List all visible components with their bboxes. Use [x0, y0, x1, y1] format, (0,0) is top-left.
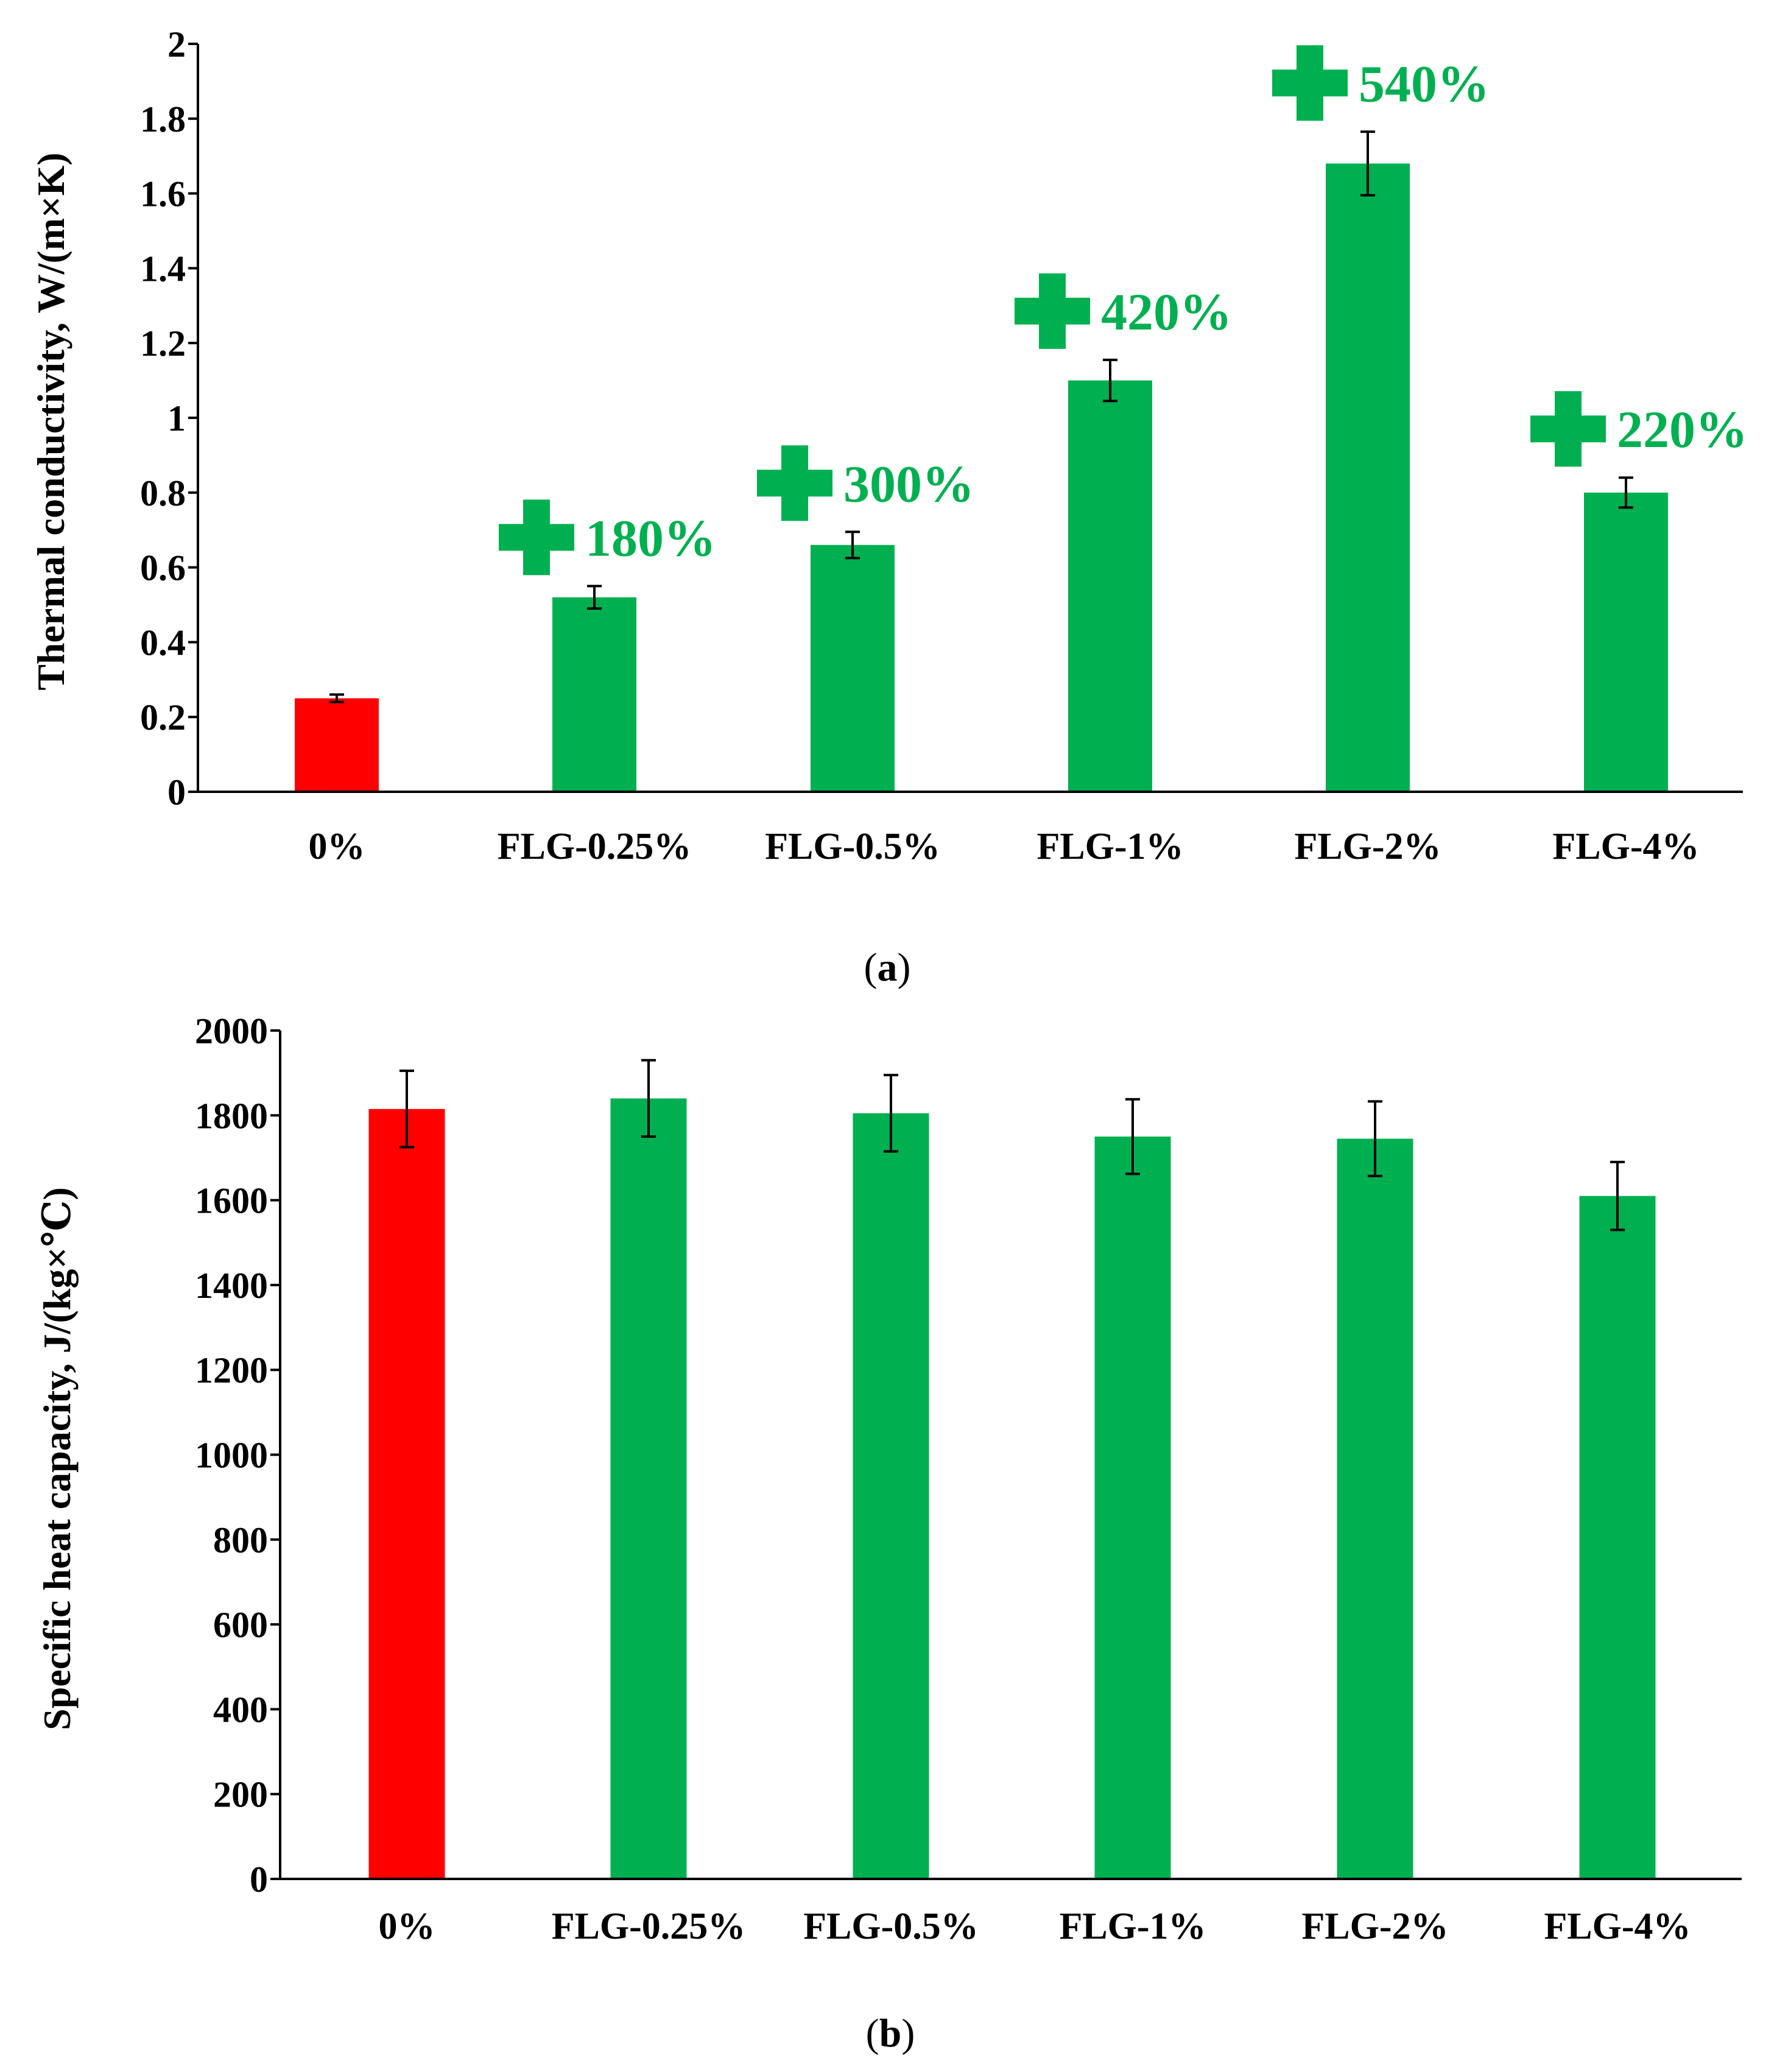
plus-icon — [499, 524, 574, 551]
x-category-label: FLG-4% — [1544, 1906, 1691, 1947]
increase-annotation: 540% — [1272, 45, 1490, 121]
increase-percent-label: 420% — [1101, 283, 1232, 341]
x-category-label: FLG-2% — [1301, 1906, 1448, 1947]
panel-label: (b) — [866, 2011, 915, 2056]
x-category-label: 0% — [379, 1906, 435, 1947]
plus-icon — [757, 470, 832, 497]
bar — [1068, 380, 1152, 792]
y-tick-label: 400 — [213, 1690, 268, 1730]
y-tick-label: 1000 — [195, 1436, 268, 1476]
y-tick-label: 1 — [167, 398, 186, 439]
panel-letter: a — [878, 945, 898, 990]
bar — [853, 1113, 929, 1879]
y-tick-label: 0.8 — [140, 473, 186, 513]
y-tick-label: 1.4 — [140, 248, 186, 289]
x-category-label: FLG-0.5% — [803, 1906, 979, 1947]
bar — [811, 544, 895, 792]
y-tick-label: 0.2 — [140, 697, 186, 738]
bar — [368, 1108, 445, 1879]
plus-icon — [1272, 69, 1348, 97]
y-tick-label: 1.2 — [140, 323, 186, 364]
y-tick-label: 0.4 — [140, 622, 186, 663]
x-category-label: FLG-0.25% — [552, 1906, 746, 1947]
y-tick-label: 2000 — [195, 1011, 268, 1051]
increase-percent-label: 540% — [1359, 54, 1490, 113]
bar — [610, 1098, 687, 1879]
increase-annotation: 180% — [499, 499, 716, 576]
x-category-label: FLG-4% — [1552, 826, 1699, 867]
increase-percent-label: 300% — [843, 454, 974, 513]
y-tick-label: 1600 — [195, 1181, 268, 1221]
y-tick-label: 1.8 — [140, 99, 186, 139]
increase-annotation: 300% — [757, 445, 974, 521]
y-axis-title: Thermal conductivity, W/(m×K) — [29, 152, 72, 690]
increase-annotation: 420% — [1015, 273, 1232, 349]
y-tick-label: 1200 — [195, 1350, 268, 1390]
increase-annotation: 220% — [1530, 391, 1748, 467]
y-tick-label: 600 — [213, 1605, 268, 1645]
bar — [1337, 1138, 1413, 1879]
chart-specific-heat-capacity: Specific heat capacity, J/(kg×℃) 0 200 400… — [35, 1011, 1742, 2056]
plus-icon — [1015, 297, 1090, 325]
bar — [1579, 1196, 1656, 1879]
y-tick-label: 0 — [167, 772, 186, 812]
bar — [295, 698, 379, 792]
y-tick-label: 1.6 — [140, 174, 186, 214]
increase-percent-label: 220% — [1617, 400, 1748, 459]
y-axis-title: Specific heat capacity, J/(kg×℃) — [35, 1187, 79, 1730]
x-category-label: 0% — [309, 826, 365, 867]
y-tick-label: 0 — [250, 1859, 268, 1900]
x-category-label: FLG-2% — [1294, 826, 1441, 867]
y-tick-label: 1800 — [195, 1096, 268, 1136]
panel-label: (a) — [864, 945, 911, 990]
bar — [1584, 492, 1668, 792]
y-tick-label: 0.6 — [140, 548, 186, 588]
x-category-label: FLG-0.5% — [765, 826, 940, 867]
chart-thermal-conductivity: Thermal conductivity, W/(m×K) 0 0.2 0.4 0.6… — [29, 24, 1748, 990]
x-category-label: FLG-1% — [1059, 1906, 1206, 1947]
y-tick-label: 800 — [213, 1520, 268, 1560]
increase-percent-label: 180% — [585, 509, 716, 567]
y-tick-label: 2 — [167, 24, 186, 65]
x-category-label: FLG-1% — [1036, 826, 1183, 867]
bar — [1326, 163, 1410, 792]
bar — [552, 597, 636, 792]
bar — [1094, 1136, 1171, 1879]
y-tick-label: 1400 — [195, 1266, 268, 1306]
y-tick-label: 200 — [213, 1775, 268, 1815]
plus-icon — [1530, 415, 1606, 443]
x-category-label: FLG-0.25% — [498, 826, 692, 867]
panel-letter: b — [879, 2011, 902, 2056]
